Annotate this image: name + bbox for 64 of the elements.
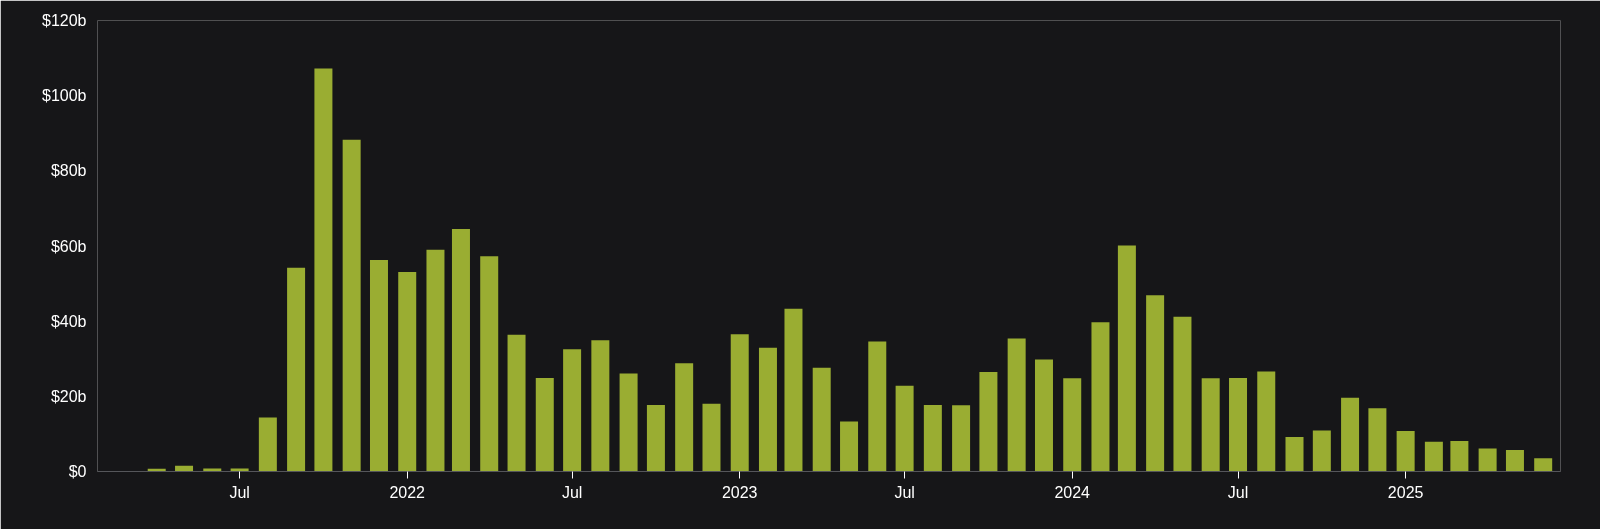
bar	[1007, 338, 1026, 472]
bar	[1368, 408, 1387, 472]
bar	[923, 404, 942, 472]
bar	[1257, 371, 1276, 472]
bar	[1173, 316, 1192, 472]
bar	[1312, 430, 1331, 472]
x-tick-label: 2022	[389, 483, 426, 501]
x-tick-label: Jul	[229, 483, 250, 501]
x-tick-label: 2024	[1054, 483, 1091, 501]
bar	[314, 68, 333, 472]
bar	[1091, 322, 1110, 472]
x-tick-label: 2023	[721, 483, 758, 501]
bar	[1478, 448, 1497, 472]
bar	[563, 349, 582, 472]
bar	[1505, 450, 1524, 472]
bar	[1424, 441, 1443, 472]
bar	[535, 377, 554, 472]
bar	[812, 367, 831, 472]
y-tick-label: $0	[68, 463, 87, 480]
bar	[1229, 377, 1248, 472]
bar	[480, 256, 499, 472]
bar	[702, 403, 721, 472]
bar	[868, 341, 887, 472]
bar	[398, 271, 417, 472]
x-tick-label: Jul	[894, 483, 915, 501]
bar	[1117, 245, 1136, 472]
x-tick-label: Jul	[561, 483, 583, 501]
bar	[451, 229, 470, 472]
y-tick-label: $40b	[50, 312, 87, 330]
x-tick-label: 2025	[1387, 483, 1424, 501]
bar	[591, 340, 610, 472]
y-tick-label: $60b	[50, 237, 87, 255]
bar	[784, 308, 803, 472]
bar	[507, 334, 526, 472]
bar	[1146, 295, 1165, 472]
bar	[342, 139, 361, 472]
bar	[287, 267, 306, 472]
bar	[895, 385, 914, 472]
bar	[952, 405, 971, 472]
y-tick-label: $20b	[50, 387, 87, 405]
y-tick-label: $120b	[42, 12, 87, 29]
bar	[730, 334, 749, 472]
bar	[230, 468, 249, 472]
bar	[646, 404, 665, 472]
y-tick-label: $100b	[42, 87, 87, 105]
bar	[619, 373, 638, 472]
bar	[1534, 458, 1553, 472]
bar	[426, 249, 445, 472]
bar	[258, 417, 277, 472]
bar	[675, 363, 694, 472]
bar	[979, 371, 998, 472]
y-tick-label: $80b	[50, 162, 87, 180]
bar	[1201, 378, 1220, 472]
bar	[1396, 430, 1415, 472]
bar	[1341, 397, 1360, 472]
bar	[758, 347, 777, 472]
bar	[1034, 359, 1053, 472]
bar	[1450, 441, 1469, 472]
bar	[369, 259, 388, 472]
bar	[840, 421, 859, 472]
bar	[1063, 378, 1082, 472]
bar	[203, 468, 222, 472]
bar	[1285, 436, 1304, 472]
x-tick-label: Jul	[1227, 483, 1249, 501]
